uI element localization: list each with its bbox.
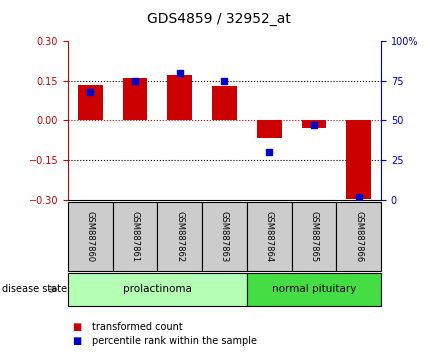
- Text: normal pituitary: normal pituitary: [272, 284, 356, 295]
- Bar: [257, 120, 282, 138]
- Text: ■: ■: [72, 322, 81, 332]
- Text: GSM887860: GSM887860: [86, 211, 95, 262]
- Point: [311, 122, 318, 128]
- Bar: [247, 273, 381, 306]
- Text: ■: ■: [72, 336, 81, 346]
- Point: [355, 194, 362, 200]
- Bar: [167, 75, 192, 120]
- Bar: [302, 120, 326, 128]
- Bar: [68, 202, 113, 271]
- Text: transformed count: transformed count: [92, 322, 183, 332]
- Bar: [78, 85, 102, 120]
- Bar: [113, 202, 157, 271]
- Text: GSM887866: GSM887866: [354, 211, 363, 262]
- Text: percentile rank within the sample: percentile rank within the sample: [92, 336, 257, 346]
- Bar: [202, 202, 247, 271]
- Bar: [68, 273, 247, 306]
- Text: GSM887861: GSM887861: [131, 211, 139, 262]
- Bar: [292, 202, 336, 271]
- Bar: [247, 202, 292, 271]
- Point: [131, 78, 138, 83]
- Bar: [123, 78, 147, 120]
- Point: [221, 78, 228, 83]
- Bar: [157, 202, 202, 271]
- Bar: [212, 86, 237, 120]
- Text: GDS4859 / 32952_at: GDS4859 / 32952_at: [147, 12, 291, 27]
- Text: GSM887862: GSM887862: [175, 211, 184, 262]
- Text: GSM887863: GSM887863: [220, 211, 229, 262]
- Bar: [336, 202, 381, 271]
- Point: [87, 89, 94, 95]
- Text: GSM887864: GSM887864: [265, 211, 274, 262]
- Point: [176, 70, 183, 75]
- Text: prolactinoma: prolactinoma: [123, 284, 192, 295]
- Bar: [346, 120, 371, 199]
- Text: disease state: disease state: [2, 284, 67, 295]
- Point: [266, 149, 273, 155]
- Text: GSM887865: GSM887865: [310, 211, 318, 262]
